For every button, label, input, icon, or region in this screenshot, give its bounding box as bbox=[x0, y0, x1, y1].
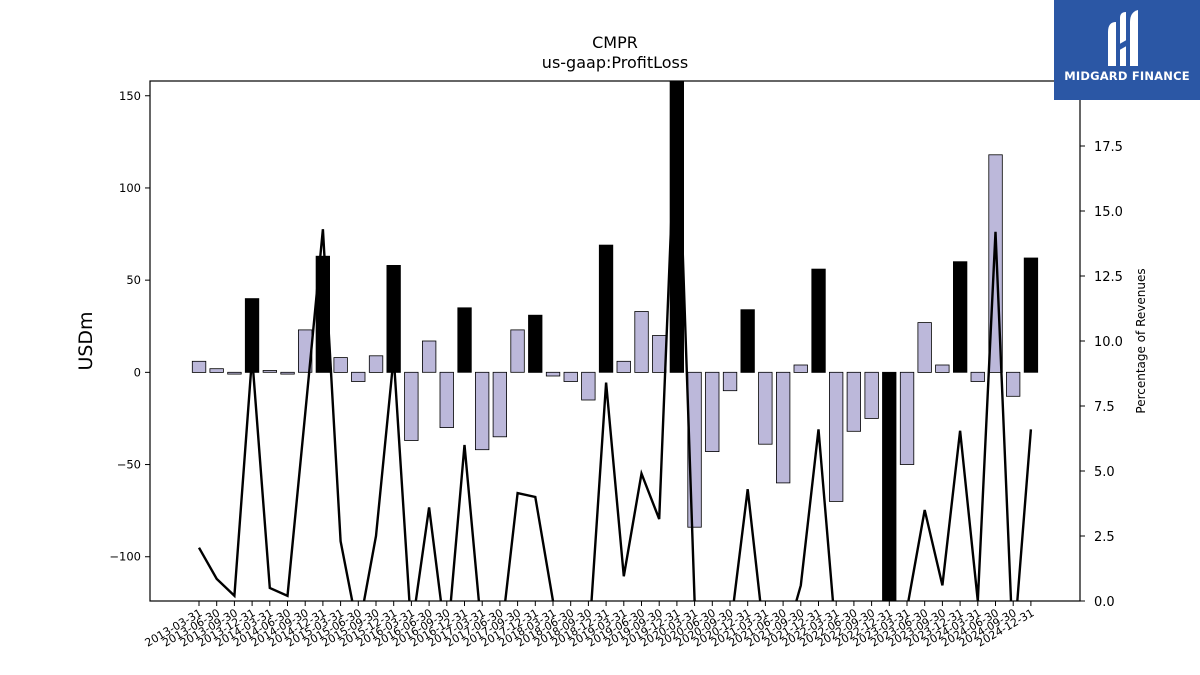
brand-logo: MIDGARD FINANCE bbox=[1054, 0, 1200, 100]
bar-2017-09-30 bbox=[510, 329, 525, 373]
bar-2021-12-31 bbox=[811, 268, 826, 373]
bar-2020-12-31 bbox=[740, 309, 755, 373]
y2-tick-label-12.5: 12.5 bbox=[1094, 270, 1123, 285]
y-tick-label-150: 150 bbox=[119, 89, 141, 103]
plot-frame bbox=[149, 80, 1081, 602]
y-tick-label-0: 0 bbox=[134, 365, 141, 379]
y-tick-label-50: 50 bbox=[126, 273, 141, 287]
bar-2019-09-30 bbox=[652, 335, 667, 373]
y2-tick-label-2.5: 2.5 bbox=[1094, 530, 1115, 545]
bar-2016-03-31 bbox=[404, 371, 419, 441]
bar-2013-09-30 bbox=[227, 371, 242, 375]
y2-tick-label-10.0: 10.0 bbox=[1094, 335, 1123, 350]
bar-2022-03-31 bbox=[829, 371, 844, 502]
bar-2023-03-31 bbox=[899, 371, 915, 465]
bar-2021-03-31 bbox=[758, 371, 773, 445]
bar-2015-09-30 bbox=[368, 355, 384, 373]
bar-2013-06-30 bbox=[209, 368, 224, 373]
bar-2018-06-30 bbox=[563, 371, 578, 382]
plot-area: −100 −50 0 50 100 150 0.0 2.5 5.0 7.5 10.0 12.5 15.0… bbox=[109, 80, 1123, 650]
bar-2020-09-30 bbox=[722, 371, 738, 392]
midgard-logo-icon bbox=[1108, 10, 1138, 66]
y-tick-label-100: 100 bbox=[119, 181, 141, 195]
bar-2024-09-30 bbox=[1006, 371, 1021, 397]
logo-text: MIDGARD FINANCE bbox=[1064, 69, 1190, 83]
y-tick-label--50: −50 bbox=[117, 458, 141, 472]
bar-2019-03-31 bbox=[616, 360, 631, 373]
bar-2021-06-30 bbox=[776, 371, 791, 484]
bar-2022-06-30 bbox=[846, 371, 861, 432]
percentage-line bbox=[197, 81, 1033, 601]
bar-2020-06-30 bbox=[705, 371, 720, 452]
y2-tick-label-0.0: 0.0 bbox=[1094, 595, 1115, 610]
chart-subtitle: us-gaap:ProfitLoss bbox=[542, 53, 688, 72]
y2-tick-label-5.0: 5.0 bbox=[1094, 465, 1115, 480]
y-tick-label--100: −100 bbox=[109, 550, 141, 564]
bar-2024-12-31 bbox=[1023, 257, 1039, 373]
y2-tick-label-17.5: 17.5 bbox=[1094, 140, 1123, 155]
bar-2015-03-31 bbox=[333, 357, 348, 373]
y2-tick-label-7.5: 7.5 bbox=[1094, 400, 1115, 415]
bar-2022-12-31 bbox=[882, 371, 897, 601]
bar-2018-12-31 bbox=[598, 244, 614, 373]
bar-2018-03-31 bbox=[545, 371, 561, 377]
y2-axis-label: Percentage of Revenues bbox=[1134, 268, 1148, 413]
bar-2018-09-30 bbox=[581, 371, 596, 401]
chart-title: CMPR bbox=[592, 33, 638, 52]
bar-2016-09-30 bbox=[439, 371, 454, 428]
bar-2017-12-31 bbox=[528, 314, 543, 373]
bar-2017-06-30 bbox=[492, 371, 508, 438]
bar-2022-09-30 bbox=[864, 371, 879, 419]
bars-group bbox=[191, 81, 1039, 601]
bar-2023-06-30 bbox=[917, 322, 932, 373]
bar-2016-06-30 bbox=[421, 340, 437, 373]
bar-2015-12-31 bbox=[386, 264, 401, 373]
y-axis-label: USDm bbox=[75, 311, 97, 370]
bar-2014-03-31 bbox=[262, 370, 278, 373]
bar-2015-06-30 bbox=[351, 371, 366, 382]
bar-2017-03-31 bbox=[474, 371, 490, 451]
y2-tick-label-15.0: 15.0 bbox=[1094, 205, 1123, 220]
bar-2014-06-30 bbox=[280, 371, 295, 375]
bar-2023-09-30 bbox=[935, 364, 950, 373]
bar-2013-03-31 bbox=[191, 360, 207, 373]
bar-2016-12-31 bbox=[457, 307, 472, 373]
bar-2024-03-31 bbox=[970, 371, 985, 382]
bar-2023-12-31 bbox=[953, 261, 968, 373]
bar-2021-09-30 bbox=[793, 364, 808, 373]
bar-2019-06-30 bbox=[634, 311, 649, 373]
